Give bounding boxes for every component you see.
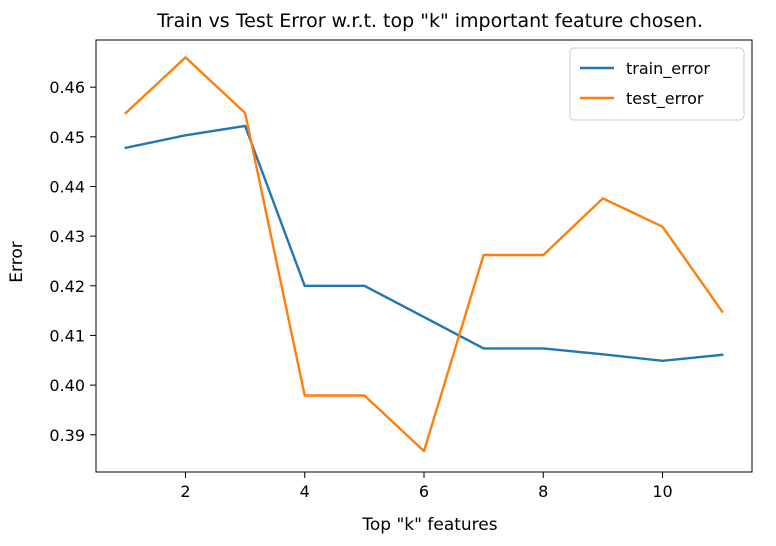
x-axis-label: Top "k" features	[361, 515, 497, 535]
y-tick-label: 0.43	[49, 227, 85, 246]
y-tick-label: 0.39	[49, 426, 85, 445]
chart-title: Train vs Test Error w.r.t. top "k" impor…	[156, 10, 703, 32]
legend-box	[569, 47, 745, 121]
x-tick-label: 10	[652, 482, 672, 501]
x-tick-label: 2	[180, 482, 190, 501]
series-line-0	[124, 124, 724, 362]
legend-label-0: train_error	[626, 59, 710, 79]
legend: train_error test_error	[569, 47, 745, 121]
y-tick-label: 0.44	[49, 177, 85, 196]
series-line-1	[124, 56, 724, 453]
legend-label-1: test_error	[626, 89, 704, 109]
y-axis-label: Error	[7, 241, 27, 282]
y-tick-label: 0.46	[49, 78, 85, 97]
y-tick-label: 0.41	[49, 326, 85, 345]
y-tick-label: 0.40	[49, 376, 85, 395]
y-tick-label: 0.45	[49, 128, 85, 147]
x-tick-label: 6	[419, 482, 429, 501]
x-tick-label: 4	[300, 482, 310, 501]
x-tick-label: 8	[538, 482, 548, 501]
y-tick-label: 0.42	[49, 277, 85, 296]
